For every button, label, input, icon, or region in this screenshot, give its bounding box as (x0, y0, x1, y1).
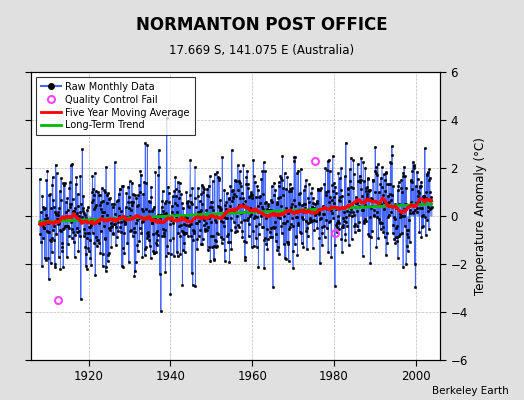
Text: NORMANTON POST OFFICE: NORMANTON POST OFFICE (136, 16, 388, 34)
Legend: Raw Monthly Data, Quality Control Fail, Five Year Moving Average, Long-Term Tren: Raw Monthly Data, Quality Control Fail, … (36, 77, 195, 135)
Y-axis label: Temperature Anomaly (°C): Temperature Anomaly (°C) (474, 137, 486, 295)
Text: 17.669 S, 141.075 E (Australia): 17.669 S, 141.075 E (Australia) (169, 44, 355, 57)
Text: Berkeley Earth: Berkeley Earth (432, 386, 508, 396)
